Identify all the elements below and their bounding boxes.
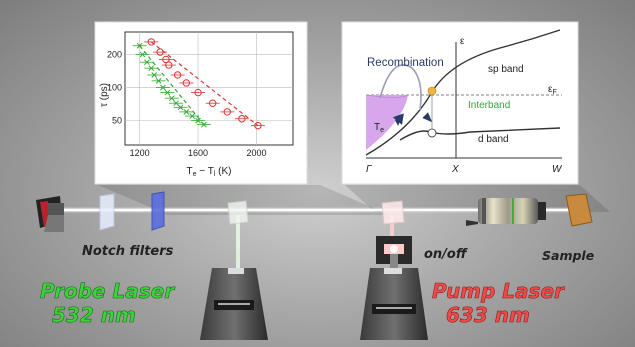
notch-filter-2 [151, 191, 165, 231]
data-point [182, 79, 191, 87]
interband-label: Interband [468, 100, 510, 111]
data-point [177, 104, 184, 111]
data-point [136, 42, 143, 49]
sample-label: Sample [542, 248, 594, 263]
data-point [173, 71, 182, 79]
hot-electron-distribution [366, 95, 408, 150]
pump-wavelength-label: 633 nm [446, 303, 530, 327]
data-point [155, 78, 162, 84]
x-point-label: X [451, 164, 459, 175]
y-tick-label: 50 [112, 116, 122, 126]
hole-dot [427, 128, 437, 138]
data-point [254, 121, 262, 130]
data-point [162, 55, 170, 64]
plot-frame [124, 31, 294, 146]
probe-wavelength-label: 532 nm [52, 303, 136, 327]
data-point [223, 108, 231, 116]
electron-temperature-label: Te [374, 122, 384, 134]
data-point [168, 95, 175, 102]
data-point [147, 38, 155, 46]
x-tick-label: 1200 [130, 148, 150, 158]
objective-lens [466, 198, 546, 226]
fermi-level-label: εF [548, 84, 557, 96]
pump-laser-label: Pump Laser [432, 279, 565, 303]
w-point-label: W [552, 164, 563, 175]
data-point [173, 100, 179, 107]
pump-beam [390, 215, 394, 245]
notch-filters-label: Notch filters [82, 244, 174, 259]
data-point [160, 84, 166, 91]
sp-band-curve [365, 29, 561, 156]
arrow-head-icon [422, 112, 433, 123]
band-diagram-panel: Recombination sp band Interband d band ε… [341, 21, 579, 185]
data-point [151, 72, 158, 78]
data-point [183, 109, 190, 115]
sp-band-label: sp band [488, 64, 524, 75]
chopper-label: on/off [424, 247, 468, 262]
pump-laser [360, 268, 428, 340]
recombination-arc [379, 64, 422, 111]
data-point [144, 59, 150, 66]
data-point [164, 89, 171, 96]
x-tick-label: 2000 [246, 148, 266, 158]
probe-beam-splitter [227, 200, 249, 225]
data-point [139, 51, 146, 58]
optical-setup [36, 191, 593, 340]
data-point [165, 61, 173, 69]
data-point [148, 65, 155, 72]
d-band-label: d band [478, 134, 509, 145]
decay-time-plot-panel: 1200 1600 2000 50 100 200 τ (ps) Te − Tl (K) [94, 21, 308, 185]
probe-laser [200, 268, 268, 340]
data-point [208, 99, 217, 107]
energy-axis-label: ε [460, 36, 465, 47]
fit-line [150, 41, 259, 127]
detector [36, 196, 64, 232]
fit-line [139, 45, 205, 125]
notch-filter-1 [99, 193, 115, 231]
probe-laser-label: Probe Laser [40, 279, 175, 303]
recombination-label: Recombination [367, 57, 444, 69]
excited-electron-dot [427, 86, 437, 96]
data-point [238, 115, 246, 123]
x-tick-label: 1600 [188, 148, 208, 158]
data-point [195, 117, 201, 124]
pump-beam-splitter [381, 200, 405, 225]
y-tick-label: 100 [107, 83, 122, 93]
x-axis-label: Te − Tl (K) [186, 166, 231, 178]
data-point [156, 48, 164, 56]
gamma-point-label: Γ [366, 164, 373, 175]
sample-icon [565, 193, 593, 227]
data-point [201, 121, 207, 128]
y-axis-label: τ (ps) [99, 83, 110, 107]
data-point [194, 88, 202, 97]
chopper [376, 236, 412, 272]
data-point [189, 113, 196, 119]
probe-beam [236, 215, 240, 270]
y-tick-label: 200 [107, 49, 122, 59]
arrow-head-icon [392, 113, 404, 125]
